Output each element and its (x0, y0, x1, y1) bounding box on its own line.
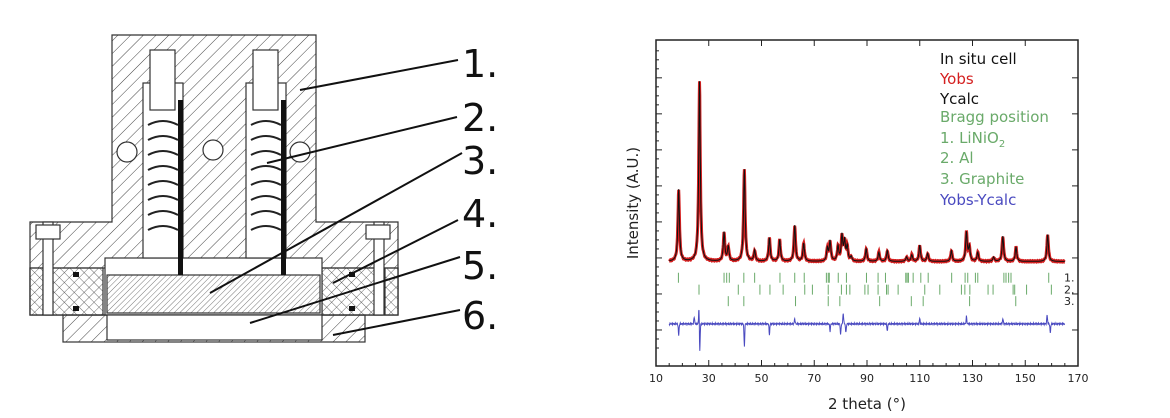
spring-left (147, 120, 179, 231)
x-tick-label: 170 (1068, 372, 1089, 385)
legend-title: In situ cell (940, 50, 1017, 68)
legend-phase-graphite: 3. Graphite (940, 170, 1024, 188)
y-axis-label: Intensity (A.U.) (624, 147, 642, 259)
legend-phase-linio2: 1. LiNiO2 (940, 129, 1005, 150)
legend-yobs: Yobs (939, 70, 974, 88)
x-tick-label: 10 (649, 372, 663, 385)
spring-right (250, 120, 282, 231)
bragg-phase-label: 1. (1064, 272, 1075, 285)
legend-phase-linio2-text: 1. LiNiO (940, 129, 999, 147)
x-tick-label: 150 (1015, 372, 1036, 385)
x-tick-label: 70 (807, 372, 821, 385)
label-1: 1. (462, 42, 498, 86)
legend-phase-linio2-subscript: 2 (999, 139, 1005, 150)
x-tick-label: 30 (702, 372, 716, 385)
cell-body (29, 34, 399, 343)
bragg-markers: 1.2.3. (677, 272, 1075, 308)
leader-lines (209, 59, 463, 336)
series-yobs-ycalc (668, 309, 1065, 351)
series-ycalc (669, 81, 1065, 262)
legend-yobs-ycalc: Yobs-Ycalc (939, 191, 1016, 209)
bragg-phase-label: 3. (1064, 295, 1075, 308)
label-2: 2. (462, 96, 498, 140)
label-4: 4. (462, 192, 498, 236)
legend-ycalc: Ycalc (939, 90, 979, 108)
label-3: 3. (462, 139, 498, 183)
x-tick-label: 110 (909, 372, 930, 385)
axis-ticks: 10 30 50 70 90 110 130 150 170 (649, 40, 1089, 385)
bragg-phase-label: 2. (1064, 284, 1075, 297)
label-5: 5. (462, 244, 498, 288)
x-tick-label: 90 (860, 372, 874, 385)
legend-bragg-position: Bragg position (940, 108, 1049, 126)
x-tick-label: 130 (962, 372, 983, 385)
legend: In situ cell Yobs Ycalc Bragg position 1… (939, 50, 1049, 209)
x-axis-label: 2 theta (°) (828, 395, 906, 413)
in-situ-cell-diagram: 1. 2. 3. 4. 5. 6. (29, 34, 498, 343)
x-tick-label: 50 (755, 372, 769, 385)
label-6: 6. (462, 294, 498, 338)
legend-phase-al: 2. Al (940, 149, 974, 167)
